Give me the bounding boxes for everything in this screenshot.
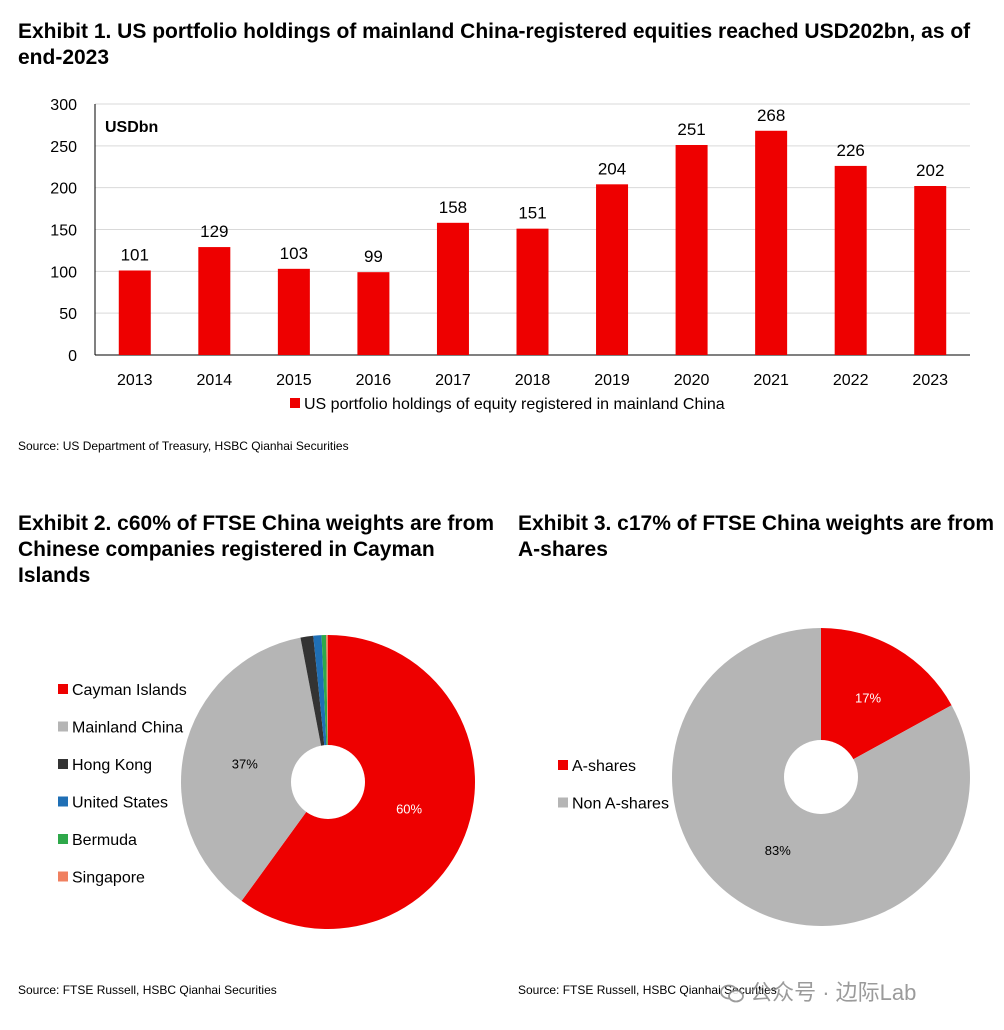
pie-label-non-a-shares: 83% xyxy=(765,843,791,858)
pie-label-mainland-china: 37% xyxy=(232,756,258,771)
bar-2018 xyxy=(516,228,549,355)
y-tick-label: 250 xyxy=(50,139,77,156)
x-tick-label-2021: 2021 xyxy=(753,372,789,389)
legend-label-hong-kong: Hong Kong xyxy=(72,757,152,774)
x-tick-label-2022: 2022 xyxy=(833,372,869,389)
exhibit1-source: Source: US Department of Treasury, HSBC … xyxy=(18,439,349,453)
x-tick-label-2020: 2020 xyxy=(674,372,710,389)
legend-label-bermuda: Bermuda xyxy=(72,832,137,849)
bar-2022 xyxy=(834,165,867,355)
pie-slice-mainland-china xyxy=(181,637,328,901)
pie-label-cayman-islands: 60% xyxy=(396,801,422,816)
bar-2021 xyxy=(755,130,788,355)
legend-swatch-mainland-china xyxy=(58,721,68,732)
legend-label-united-states: United States xyxy=(72,795,168,812)
bar-2013 xyxy=(118,270,151,355)
bar-chart-exhibit1: 0 50 100 150 200 250 300 USDbn 101 2013 129 2014 103… xyxy=(50,97,970,413)
y-tick-label: 100 xyxy=(50,264,77,281)
x-tick-label-2017: 2017 xyxy=(435,372,471,389)
data-label-2019: 204 xyxy=(598,159,626,178)
pie-chart-exhibit2: 60% 37% Cayman Islands Mainland China Hong K… xyxy=(58,635,476,930)
data-label-2017: 158 xyxy=(439,198,467,217)
watermark-text: 公众号 · 边际Lab xyxy=(750,980,917,1005)
y-tick-label: 150 xyxy=(50,223,77,240)
x-tick-label-2014: 2014 xyxy=(197,372,233,389)
data-label-2021: 268 xyxy=(757,106,785,125)
legend-swatch-cayman-islands xyxy=(58,684,68,694)
legend-label-cayman-islands: Cayman Islands xyxy=(72,682,187,699)
x-tick-label-2015: 2015 xyxy=(276,372,312,389)
x-tick-label-2018: 2018 xyxy=(515,372,551,389)
donut-hole xyxy=(784,740,858,814)
legend-swatch-united-states xyxy=(58,796,68,807)
data-label-2022: 226 xyxy=(836,141,864,160)
exhibit3-source: Source: FTSE Russell, HSBC Qianhai Secur… xyxy=(518,983,777,997)
legend-swatch-non-a-shares xyxy=(558,797,568,808)
bar-2020 xyxy=(675,144,708,355)
legend-swatch xyxy=(290,398,300,408)
legend-swatch-hong-kong xyxy=(58,759,68,769)
x-tick-label-2019: 2019 xyxy=(594,372,630,389)
exhibit2-source: Source: FTSE Russell, HSBC Qianhai Secur… xyxy=(18,983,277,997)
bar-2023 xyxy=(914,185,947,355)
pie-label-a-shares: 17% xyxy=(855,690,881,705)
legend-swatch-singapore xyxy=(58,871,68,882)
data-label-2018: 151 xyxy=(518,204,546,223)
legend-label-mainland-china: Mainland China xyxy=(72,720,183,737)
watermark: 公众号 · 边际Lab xyxy=(720,975,980,1009)
exhibit1-title: Exhibit 1. US portfolio holdings of main… xyxy=(18,20,971,69)
pie-slice-a-shares xyxy=(821,628,952,777)
legend-label-a-shares: A-shares xyxy=(572,758,636,775)
legend-label-non-a-shares: Non A-shares xyxy=(572,796,669,813)
unit-label: USDbn xyxy=(105,119,158,136)
x-tick-label-2016: 2016 xyxy=(356,372,392,389)
bar-2015 xyxy=(277,268,310,355)
x-tick-label-2013: 2013 xyxy=(117,372,153,389)
y-tick-label: 0 xyxy=(68,348,77,365)
wechat-icon xyxy=(720,984,744,1004)
y-tick-label: 200 xyxy=(50,181,77,198)
data-label-2016: 99 xyxy=(364,247,383,266)
legend-label: US portfolio holdings of equity register… xyxy=(304,396,725,413)
data-label-2014: 129 xyxy=(200,222,228,241)
exhibit2-title: Exhibit 2. c60% of FTSE China weights ar… xyxy=(18,512,495,587)
bar-2016 xyxy=(357,272,390,355)
donut-hole xyxy=(291,745,365,819)
data-label-2020: 251 xyxy=(677,120,705,139)
data-label-2023: 202 xyxy=(916,161,944,180)
data-label-2013: 101 xyxy=(121,245,149,264)
bar-2014 xyxy=(198,247,231,355)
legend-swatch-bermuda xyxy=(58,834,68,844)
legend-label-singapore: Singapore xyxy=(72,870,145,887)
exhibit3-title: Exhibit 3. c17% of FTSE China weights ar… xyxy=(518,512,995,561)
pie-chart-exhibit3: 17% 83% A-shares Non A-shares xyxy=(558,628,970,926)
legend-swatch-a-shares xyxy=(558,760,568,770)
data-label-2015: 103 xyxy=(280,244,308,263)
y-tick-label: 300 xyxy=(50,97,77,114)
x-tick-label-2023: 2023 xyxy=(912,372,948,389)
bar-2019 xyxy=(596,184,629,355)
bar-2017 xyxy=(436,222,469,355)
y-tick-label: 50 xyxy=(59,306,77,323)
pie-slice-hong-kong xyxy=(300,635,328,782)
